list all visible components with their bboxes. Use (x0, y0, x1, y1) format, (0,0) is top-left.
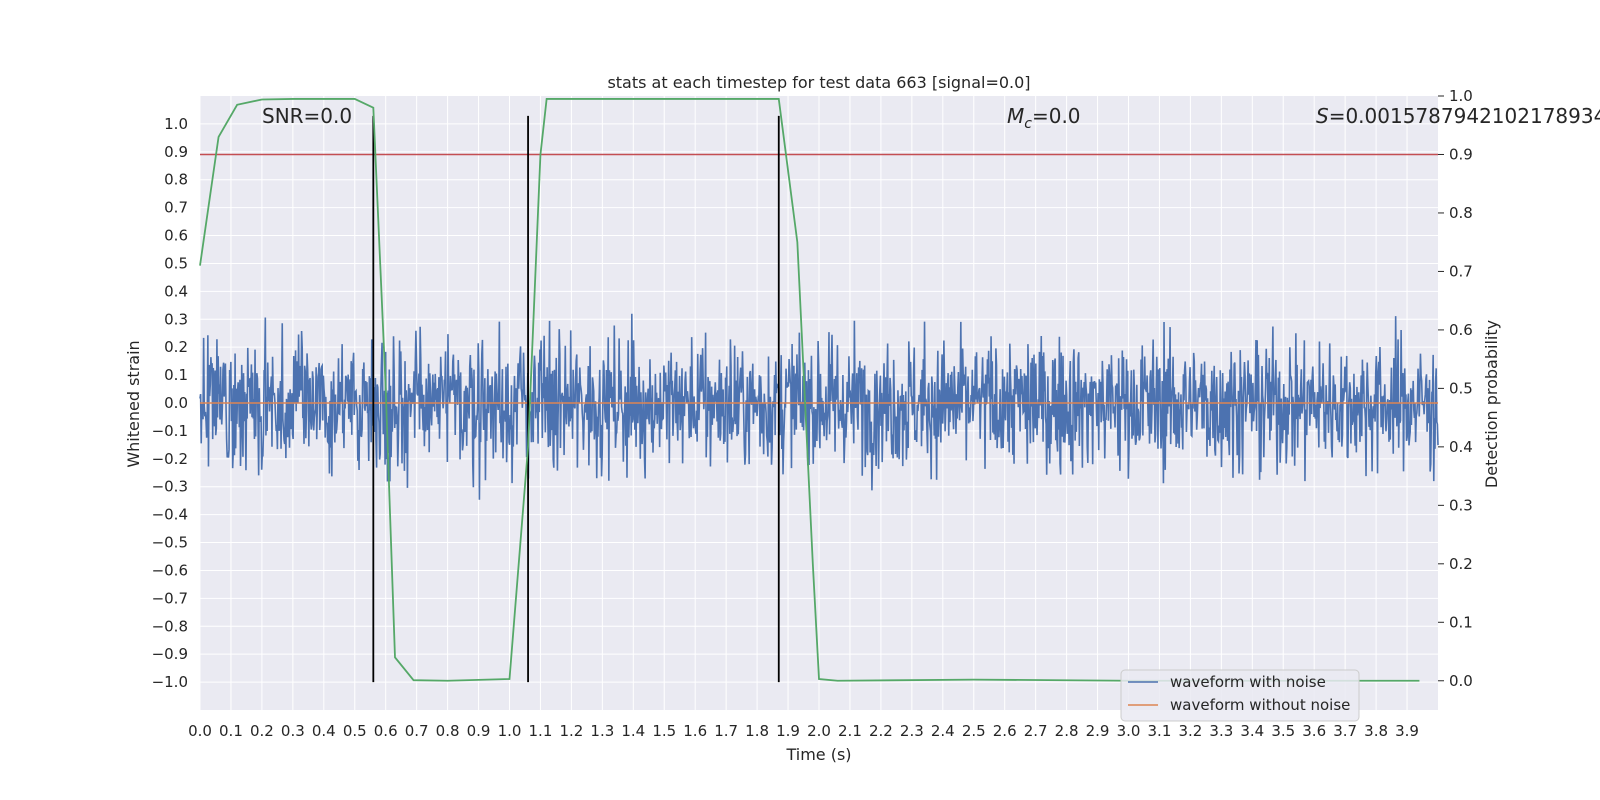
chirp-mass-symbol: M (1007, 104, 1024, 128)
x-tick-label: 2.0 (807, 722, 831, 740)
y-right-axis-label: Detection probability (1482, 320, 1501, 488)
y-tick-label: 0.6 (164, 227, 188, 245)
y-tick-label: −0.7 (152, 589, 188, 607)
x-tick-label: 1.2 (559, 722, 583, 740)
x-tick-label: 0.4 (312, 722, 336, 740)
legend-label-noise: waveform with noise (1170, 673, 1326, 691)
x-tick-label: 1.3 (590, 722, 614, 740)
x-tick-label: 2.7 (1024, 722, 1048, 740)
y-tick-label: −1.0 (152, 673, 188, 691)
legend-box (1120, 669, 1360, 722)
x-tick-label: 3.6 (1302, 722, 1326, 740)
y-right-tick-label: 0.4 (1449, 438, 1473, 456)
y-tick-label: −0.6 (152, 561, 188, 579)
y-tick-label: 0.3 (164, 310, 188, 328)
x-tick-label: 1.7 (714, 722, 738, 740)
x-tick-label: 0.6 (374, 722, 398, 740)
x-tick-label: 3.0 (1117, 722, 1141, 740)
y-tick-label: −0.8 (152, 617, 188, 635)
x-tick-label: 0.9 (467, 722, 491, 740)
chirp-mass-annotation: Mc=0.0 (1007, 104, 1081, 132)
x-tick-label: 2.1 (838, 722, 862, 740)
x-tick-label: 2.3 (900, 722, 924, 740)
y-tick-label: −0.2 (152, 450, 188, 468)
x-tick-label: 2.6 (993, 722, 1017, 740)
noisy-waveform-series (199, 313, 1439, 500)
x-tick-label: 1.5 (652, 722, 676, 740)
y-right-tick-label: 0.6 (1449, 321, 1473, 339)
x-tick-label: 2.5 (962, 722, 986, 740)
y-tick-label: 0.9 (164, 143, 188, 161)
x-tick-label: 3.9 (1395, 722, 1419, 740)
overlay-lines (199, 98, 1438, 683)
tick-labels: 0.0 0.1 0.2 0.3 0.4 0.5 0.6 0.7 0.8 0.9 1.0 1.1 1.2 1… (152, 87, 1473, 740)
x-tick-label: 1.6 (683, 722, 707, 740)
y-tick-label: 0.5 (164, 254, 188, 272)
y-right-tick-label: 0.7 (1449, 262, 1473, 280)
x-tick-label: 3.1 (1148, 722, 1172, 740)
chirp-mass-value: =0.0 (1032, 104, 1081, 128)
y-axis-label: Whitened strain (124, 340, 143, 467)
y-tick-label: 0.1 (164, 366, 188, 384)
y-right-tick-label: 1.0 (1449, 87, 1473, 105)
x-tick-label: 3.4 (1240, 722, 1264, 740)
snr-annotation: SNR=0.0 (262, 104, 352, 128)
x-tick-label: 0.2 (250, 722, 274, 740)
legend: waveform with noise waveform without noi… (1120, 669, 1360, 722)
noisy-waveform-line (199, 313, 1439, 500)
x-tick-label: 1.0 (498, 722, 522, 740)
x-tick-label: 0.3 (281, 722, 305, 740)
x-tick-label: 0.8 (436, 722, 460, 740)
y-tick-label: 0.7 (164, 199, 188, 217)
y-right-tick-label: 0.8 (1449, 204, 1473, 222)
s-annotation: S=0.0015787942102178934 (1316, 104, 1600, 128)
x-tick-label: 0.5 (343, 722, 367, 740)
y-tick-label: −0.9 (152, 645, 188, 663)
x-tick-label: 3.3 (1209, 722, 1233, 740)
x-tick-label: 1.4 (621, 722, 645, 740)
x-tick-label: 1.1 (529, 722, 553, 740)
x-tick-label: 0.7 (405, 722, 429, 740)
x-tick-label: 2.9 (1086, 722, 1110, 740)
x-tick-label: 0.1 (219, 722, 243, 740)
x-axis-label: Time (s) (785, 745, 851, 764)
y-tick-label: −0.1 (152, 422, 188, 440)
x-tick-label: 3.8 (1364, 722, 1388, 740)
y-right-tick-label: 0.1 (1449, 613, 1473, 631)
x-tick-label: 2.4 (931, 722, 955, 740)
y-tick-label: −0.5 (152, 534, 188, 552)
y-tick-label: 0.4 (164, 282, 188, 300)
legend-label-clean: waveform without noise (1170, 696, 1350, 714)
x-tick-label: 2.2 (869, 722, 893, 740)
y-right-tick-label: 0.9 (1449, 145, 1473, 163)
x-tick-label: 3.5 (1271, 722, 1295, 740)
y-tick-label: −0.4 (152, 506, 188, 524)
chart-title: stats at each timestep for test data 663… (607, 73, 1030, 92)
y-right-tick-label: 0.3 (1449, 496, 1473, 514)
x-tick-label: 3.2 (1178, 722, 1202, 740)
x-tick-label: 0.0 (188, 722, 212, 740)
y-tick-label: 0.2 (164, 338, 188, 356)
y-right-tick-label: 0.0 (1449, 672, 1473, 690)
x-tick-label: 1.9 (776, 722, 800, 740)
y-tick-label: −0.3 (152, 478, 188, 496)
x-tick-label: 1.8 (745, 722, 769, 740)
s-symbol: S (1316, 104, 1329, 128)
y-tick-label: 1.0 (164, 115, 188, 133)
x-tick-label: 3.7 (1333, 722, 1357, 740)
x-tick-label: 2.8 (1055, 722, 1079, 740)
y-right-tick-label: 0.2 (1449, 555, 1473, 573)
y-tick-label: 0.8 (164, 171, 188, 189)
y-tick-label: 0.0 (164, 394, 188, 412)
chirp-mass-subscript: c (1024, 116, 1032, 132)
s-value: =0.0015787942102178934 (1329, 104, 1600, 128)
detection-probability-line (199, 98, 1420, 682)
y-right-tick-label: 0.5 (1449, 379, 1473, 397)
